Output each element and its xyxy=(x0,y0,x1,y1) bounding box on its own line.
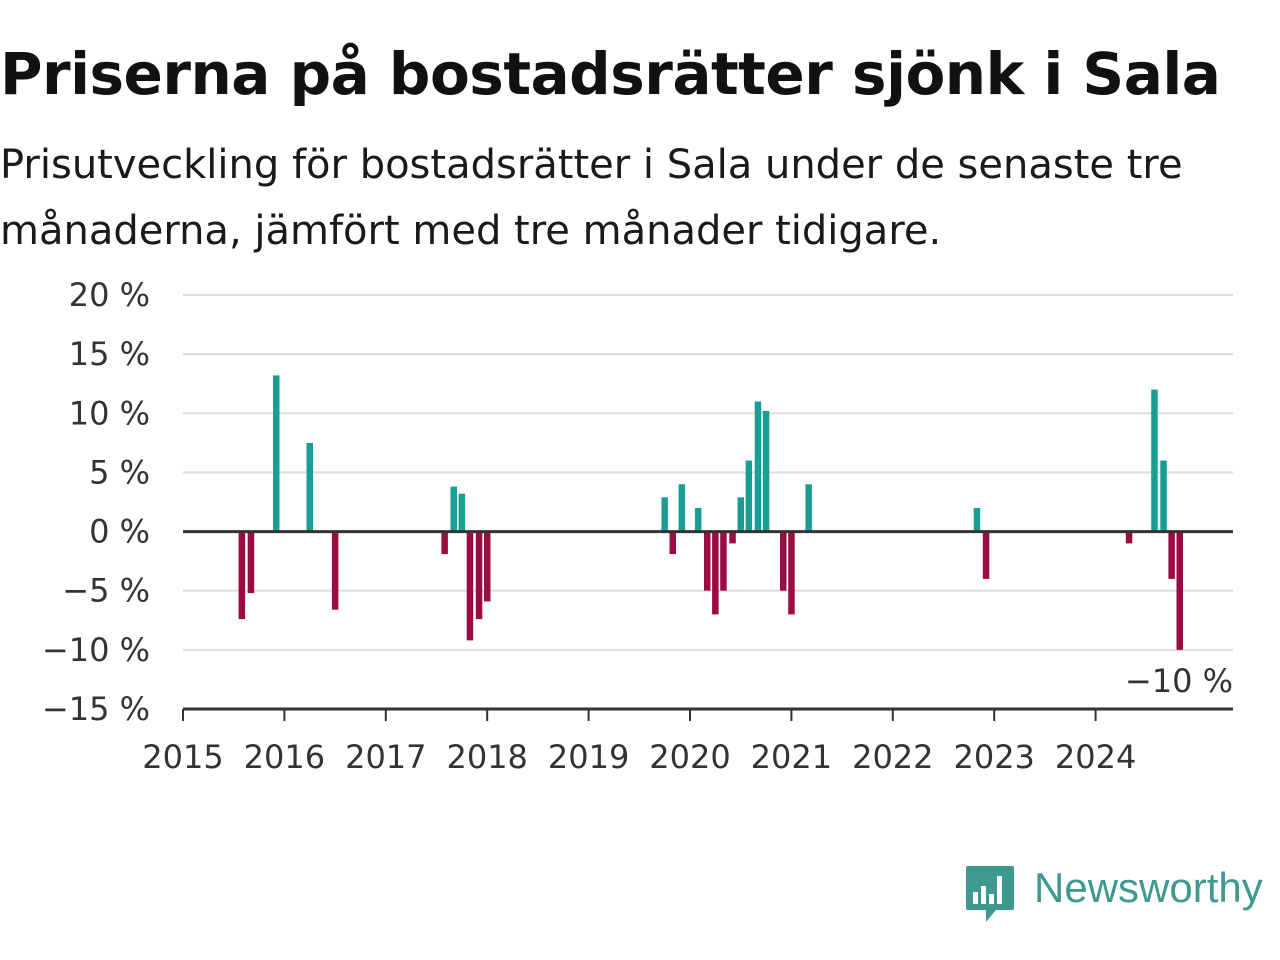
bar xyxy=(745,460,753,532)
bars xyxy=(238,375,1183,650)
bar xyxy=(273,375,280,532)
x-tick-label: 2024 xyxy=(1055,738,1136,776)
bar xyxy=(306,442,313,532)
bar xyxy=(788,531,795,615)
x-tick-label: 2020 xyxy=(649,738,730,776)
x-tick-label: 2019 xyxy=(548,738,629,776)
bar xyxy=(973,507,981,532)
x-tick-label: 2018 xyxy=(446,738,527,776)
newsworthy-logo[interactable]: Newsworthy xyxy=(964,862,1280,928)
bar xyxy=(1168,531,1175,579)
newsworthy-logo-icon xyxy=(966,866,1014,922)
bar xyxy=(458,493,466,532)
bar xyxy=(484,531,491,602)
y-tick-label: 10 % xyxy=(69,394,150,432)
bar xyxy=(1160,460,1167,532)
bar xyxy=(331,531,339,610)
bar xyxy=(238,531,246,620)
y-tick-label: 15 % xyxy=(69,335,150,373)
y-tick-label: 20 % xyxy=(69,276,150,314)
bar xyxy=(982,531,990,579)
bar xyxy=(780,531,787,591)
data-label: −10 % xyxy=(1125,662,1233,700)
bar xyxy=(805,484,812,532)
bar xyxy=(669,531,676,555)
axes xyxy=(182,530,1233,721)
y-tick-label: 5 % xyxy=(89,453,150,491)
bar xyxy=(694,507,702,532)
bar xyxy=(712,531,719,615)
bar xyxy=(466,531,474,641)
bar xyxy=(1151,389,1158,532)
y-tick-label: −10 % xyxy=(42,631,150,669)
bar xyxy=(678,484,686,532)
bar xyxy=(441,531,448,555)
bar xyxy=(1125,531,1133,544)
bar xyxy=(475,531,483,620)
y-tick-label: −15 % xyxy=(42,690,150,728)
y-tick-label: −5 % xyxy=(62,572,150,610)
bar xyxy=(720,531,727,591)
bar xyxy=(1176,531,1183,650)
bar xyxy=(450,486,457,532)
brand-name: Newsworthy xyxy=(1034,864,1263,911)
chart-title: Priserna på bostadsrätter sjönk i Sala xyxy=(0,40,1221,108)
bar xyxy=(737,497,744,532)
tick-labels: 20 % 15 % 10 % 5 % 0 % −5 % −10 % −15 % 2015 2016… xyxy=(42,276,1233,776)
x-tick-label: 2015 xyxy=(142,738,223,776)
gridlines xyxy=(183,294,1233,651)
x-tick-label: 2022 xyxy=(852,738,933,776)
bar xyxy=(729,531,736,544)
x-tick-label: 2023 xyxy=(953,738,1034,776)
bar xyxy=(754,401,762,532)
bar xyxy=(762,410,770,532)
y-tick-label: 0 % xyxy=(89,513,150,551)
x-tick-label: 2016 xyxy=(244,738,325,776)
x-tick-label: 2021 xyxy=(751,738,832,776)
chart-subtitle: Prisutveckling för bostadsrätter i Sala … xyxy=(0,142,1183,254)
bar xyxy=(704,531,711,591)
bar xyxy=(247,531,255,594)
x-tick-label: 2017 xyxy=(345,738,426,776)
bar xyxy=(661,497,668,532)
